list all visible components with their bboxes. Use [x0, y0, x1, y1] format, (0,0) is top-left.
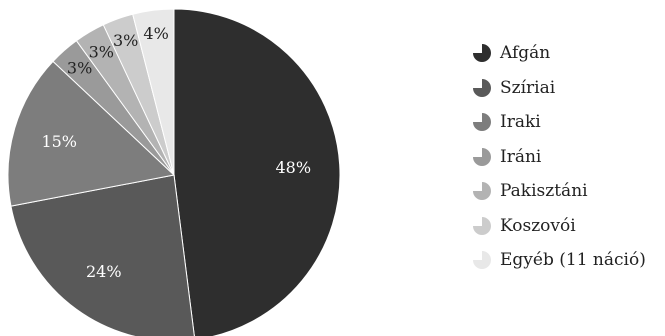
legend-label: Iráni [500, 146, 542, 167]
legend-item: Egyéb (11 náció) [472, 243, 646, 278]
legend-label: Iraki [500, 112, 541, 133]
pie-wedge-icon [473, 251, 491, 270]
legend-item: Iráni [472, 140, 646, 175]
pie-slice [10, 174, 195, 336]
legend-label: Szíriai [500, 77, 556, 98]
legend-label: Egyéb (11 náció) [500, 250, 646, 271]
legend-label: Koszovói [500, 215, 576, 236]
legend-item: Afgán [472, 36, 646, 71]
pie-wedge-icon [473, 78, 491, 97]
legend-item: Iraki [472, 105, 646, 140]
slice-value-label: 3% [89, 43, 114, 62]
legend-item: Szíriai [472, 71, 646, 106]
slice-value-label: 15% [41, 132, 77, 151]
slice-value-label: 48% [276, 158, 312, 177]
pie-wedge-icon [473, 216, 491, 235]
pie-chart: 48%24%15%3%3%3% 4% [7, 8, 341, 336]
slice-value-label: 3% [113, 31, 138, 50]
legend: Afgán Szíriai Iraki Iráni Pakisztáni Koszovói… [472, 36, 646, 278]
legend-label: Pakisztáni [500, 181, 588, 202]
slice-value-label: 3% [67, 58, 92, 77]
slice-value-label: 24% [86, 262, 122, 281]
legend-item: Pakisztáni [472, 174, 646, 209]
legend-label: Afgán [500, 43, 551, 64]
pie-wedge-icon [473, 113, 491, 132]
legend-item: Koszovói [472, 209, 646, 244]
pie-wedge-icon [473, 182, 491, 201]
slice-value-label: 4% [143, 24, 168, 43]
pie-slice [132, 8, 175, 176]
pie-slice [173, 8, 341, 336]
pie-slice [7, 60, 176, 207]
pie-wedge-icon [473, 147, 491, 166]
pie-wedge-icon [473, 44, 491, 63]
